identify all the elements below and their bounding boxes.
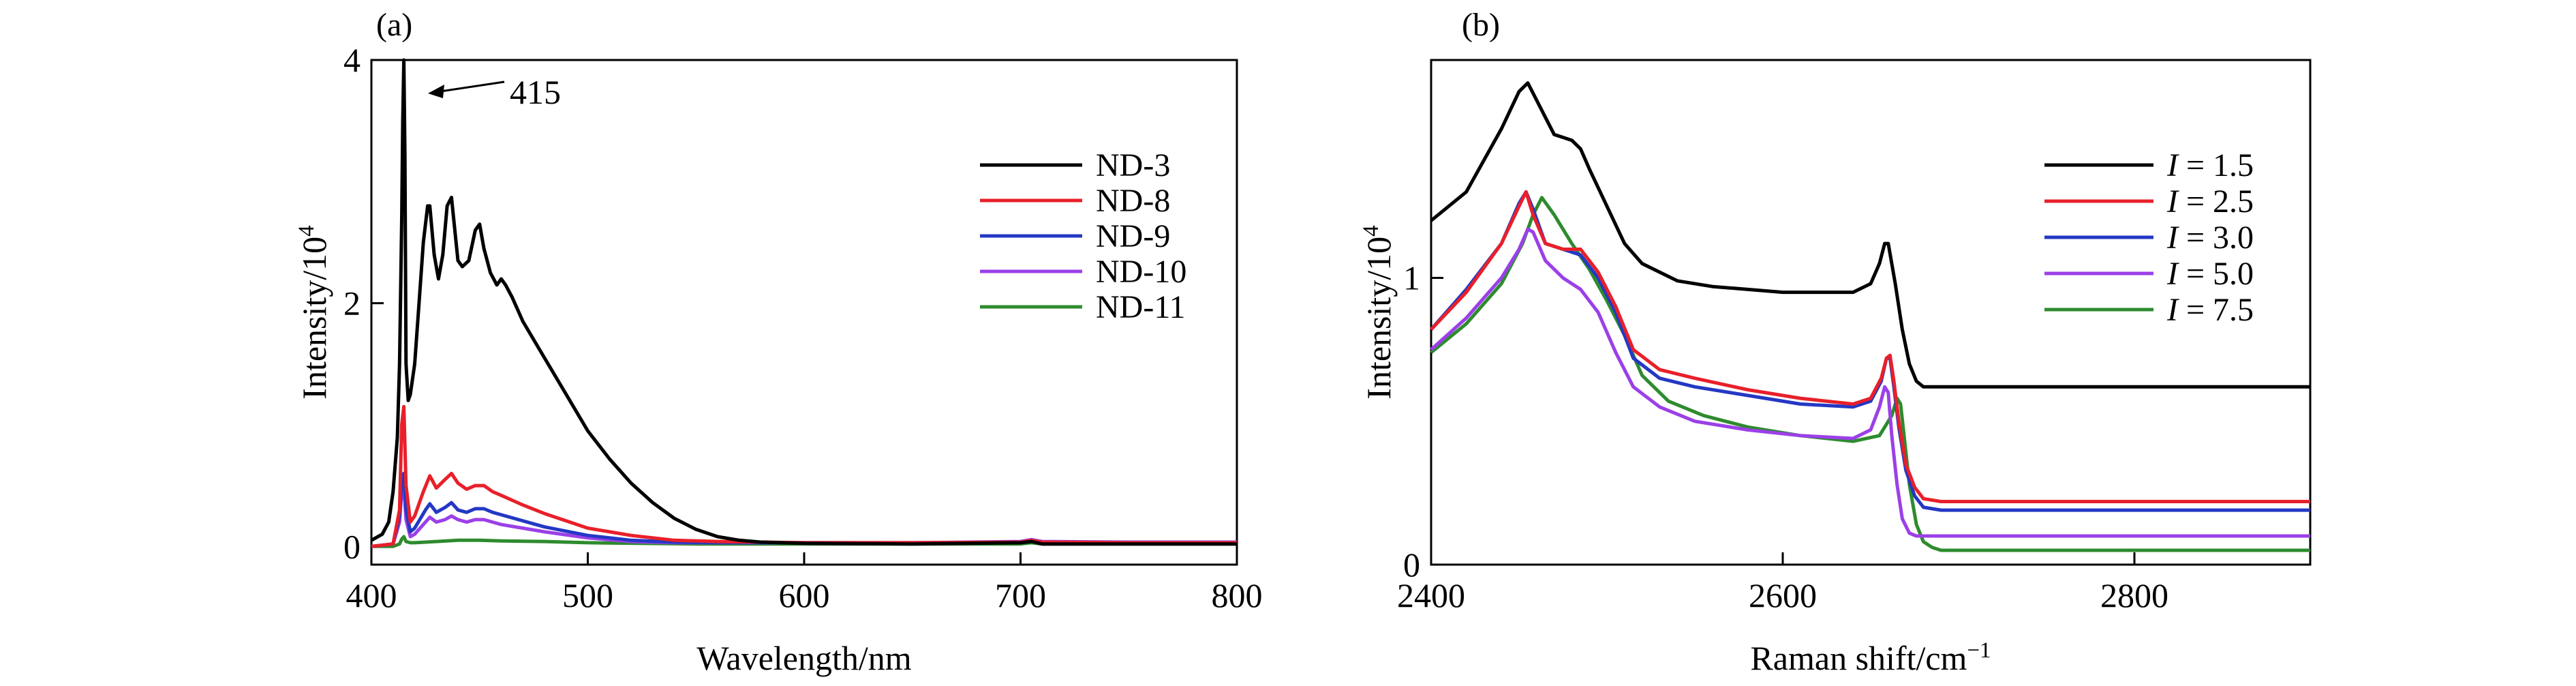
panel-b-x-axis-label: Raman shift/cm−1 xyxy=(1750,638,1991,677)
x-tick-label: 2800 xyxy=(2100,576,2168,614)
y-tick-label: 4 xyxy=(343,41,361,79)
legend-entry: I = 7.5 xyxy=(2166,292,2254,328)
panel-a-y-axis-label: Intensity/104 xyxy=(294,225,333,399)
legend-entry: I = 1.5 xyxy=(2166,147,2254,183)
series-line xyxy=(370,58,1237,546)
panel-a-x-axis-label: Wavelength/nm xyxy=(696,639,911,677)
x-tick-label: 2400 xyxy=(1397,576,1465,614)
series-line xyxy=(1430,190,2310,503)
legend-entry: ND-11 xyxy=(1096,289,1186,325)
x-tick-label: 800 xyxy=(1212,576,1263,614)
x-tick-label: 700 xyxy=(995,576,1046,614)
panel-b-y-ticks: 01 xyxy=(1403,259,1443,584)
panel-b-series xyxy=(1430,81,2310,552)
series-line xyxy=(1430,81,2310,389)
legend-entry: I = 3.0 xyxy=(2166,220,2254,256)
annotation-label: 415 xyxy=(510,73,561,111)
series-line xyxy=(371,471,1237,548)
panel-b-x-ticks: 2400 2600 2800 xyxy=(1397,552,2168,614)
legend-entry: ND-9 xyxy=(1096,218,1170,254)
annotation-arrowhead-icon xyxy=(428,85,444,98)
series-line xyxy=(1430,190,2310,512)
annotation-arrow-shaft xyxy=(435,80,505,93)
panel-b-legend: I = 1.5I = 2.5I = 3.0I = 5.0I = 7.5 xyxy=(2044,147,2254,328)
y-tick-label: 0 xyxy=(343,527,361,565)
x-tick-label: 2600 xyxy=(1749,576,1817,614)
series-line xyxy=(1430,227,2310,538)
panel-b-chart: (b) 2400 2600 2800 01 Raman shift/cm−1 Int… xyxy=(1359,7,2312,677)
x-tick-label: 500 xyxy=(562,576,613,614)
legend-entry: I = 2.5 xyxy=(2166,183,2254,220)
panel-b-plot-frame xyxy=(1430,59,2312,566)
panel-b-label: (b) xyxy=(1462,7,1500,43)
panel-a-y-ticks: 0 2 4 xyxy=(343,41,384,565)
y-tick-label: 0 xyxy=(1403,546,1420,584)
panel-a-label: (a) xyxy=(376,7,412,43)
panel-a-x-ticks: 400 500 600 700 800 xyxy=(346,552,1263,614)
legend-entry: ND-8 xyxy=(1096,183,1170,219)
y-tick-label: 2 xyxy=(343,284,361,323)
x-tick-label: 400 xyxy=(346,576,397,614)
panel-a-series xyxy=(370,58,1237,548)
y-tick-label: 1 xyxy=(1403,259,1420,297)
panel-a-annotation: 415 xyxy=(428,73,561,111)
legend-entry: ND-10 xyxy=(1096,254,1186,290)
panel-b-y-axis-label: Intensity/104 xyxy=(1359,225,1398,399)
legend-entry: ND-3 xyxy=(1096,147,1170,183)
x-tick-label: 600 xyxy=(779,576,830,614)
panel-a-chart: (a) 400 500 600 700 800 0 2 4 415 Wavelength/n… xyxy=(294,7,1263,677)
legend-entry: I = 5.0 xyxy=(2166,256,2254,292)
